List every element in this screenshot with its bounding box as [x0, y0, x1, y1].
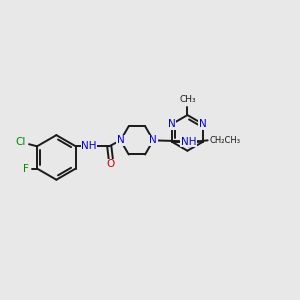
Text: N: N	[117, 135, 124, 145]
Text: CH₂CH₃: CH₂CH₃	[209, 136, 240, 145]
Text: N: N	[199, 119, 207, 129]
Text: N: N	[168, 119, 176, 129]
Text: NH: NH	[181, 137, 196, 147]
Text: N: N	[149, 135, 157, 145]
Text: Cl: Cl	[16, 137, 26, 147]
Text: NH: NH	[81, 141, 97, 151]
Text: F: F	[23, 164, 29, 174]
Text: O: O	[106, 159, 115, 169]
Text: CH₃: CH₃	[179, 95, 196, 104]
